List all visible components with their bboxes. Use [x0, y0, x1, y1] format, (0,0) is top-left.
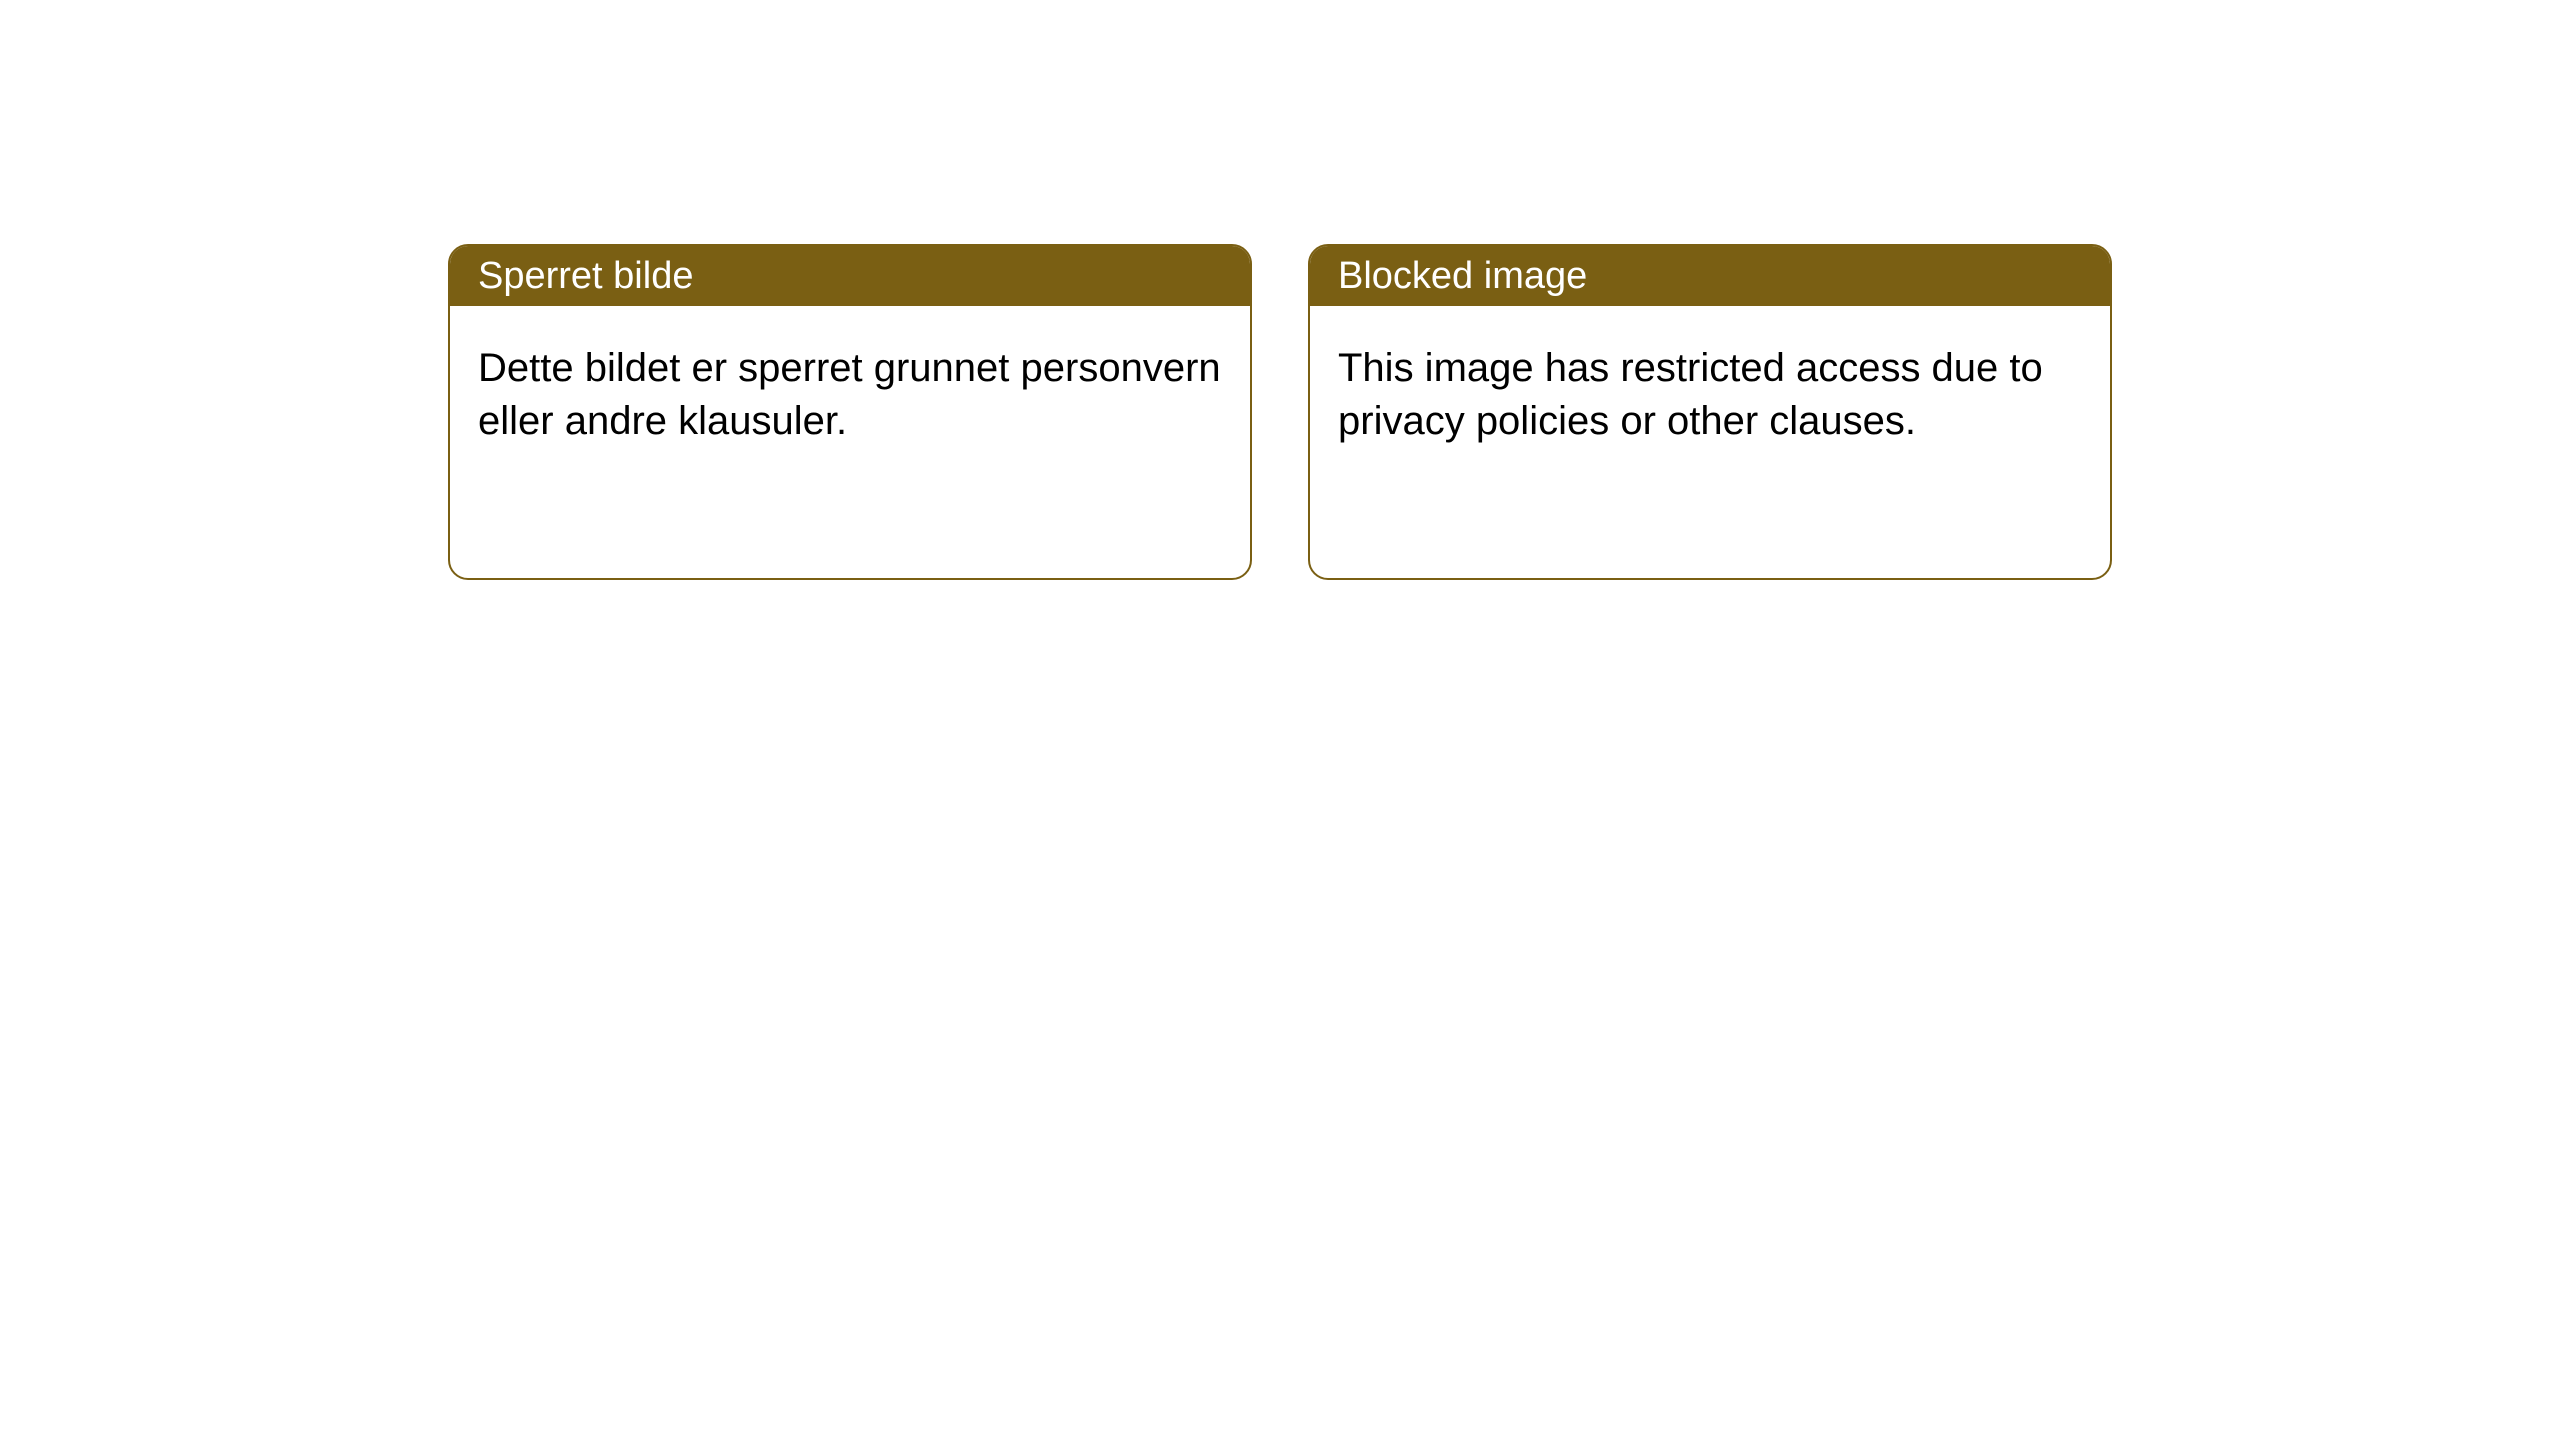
notice-body-english: This image has restricted access due to … — [1310, 306, 2110, 484]
notice-header-english: Blocked image — [1310, 246, 2110, 306]
notice-header-norwegian: Sperret bilde — [450, 246, 1250, 306]
notice-card-english: Blocked image This image has restricted … — [1308, 244, 2112, 580]
notice-container: Sperret bilde Dette bildet er sperret gr… — [448, 244, 2112, 580]
notice-card-norwegian: Sperret bilde Dette bildet er sperret gr… — [448, 244, 1252, 580]
notice-body-norwegian: Dette bildet er sperret grunnet personve… — [450, 306, 1250, 484]
